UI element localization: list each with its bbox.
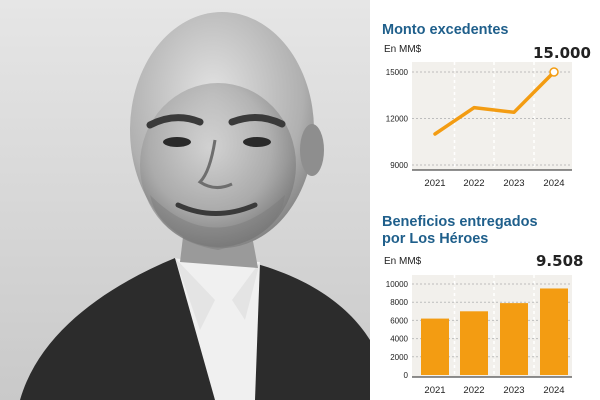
bar-chart-y-tick: 4000 — [390, 335, 408, 344]
bar-chart-y-tick: 8000 — [390, 298, 408, 307]
bar-chart: 0 2000 4000 6000 8000 10000 2021 2022 2023 2024 — [386, 275, 572, 396]
line-chart: 9000 12000 15000 2021 2022 2023 2024 — [386, 62, 572, 189]
bar-chart-x-tick: 2023 — [503, 385, 524, 396]
line-chart-title: Monto excedentes — [382, 22, 509, 38]
bar-chart-subtitle: En MM$ — [384, 256, 422, 267]
bar-chart-x-tick: 2021 — [424, 385, 445, 396]
line-chart-subtitle: En MM$ — [384, 44, 422, 55]
bar-chart-title: Beneficios entregados por Los Héroes — [382, 214, 538, 247]
portrait-photo — [0, 0, 370, 400]
line-chart-callout: 15.000 — [533, 44, 591, 62]
bar-chart-bar — [500, 303, 528, 375]
bar-chart-y-tick: 0 — [404, 371, 409, 380]
bar-chart-bar — [460, 311, 488, 375]
line-chart-series — [433, 70, 556, 136]
bar-chart-y-tick: 2000 — [390, 353, 408, 362]
line-chart-y-tick: 15000 — [386, 68, 409, 77]
line-chart-x-tick: 2022 — [463, 178, 484, 189]
charts-panel: 9000 12000 15000 2021 2022 2023 2024 0 2000 400… — [370, 0, 600, 400]
bar-chart-x-tick: 2024 — [543, 385, 564, 396]
bar-chart-x-tick: 2022 — [463, 385, 484, 396]
line-chart-x-tick: 2024 — [543, 178, 564, 189]
bar-chart-y-tick: 10000 — [386, 280, 409, 289]
line-chart-x-tick: 2023 — [503, 178, 524, 189]
line-chart-end-marker — [549, 67, 559, 77]
line-chart-gridlines — [412, 62, 572, 170]
bar-chart-y-tick: 6000 — [390, 316, 408, 325]
bar-chart-bar — [540, 288, 568, 375]
bar-chart-callout: 9.508 — [536, 252, 584, 270]
line-chart-y-tick: 9000 — [390, 161, 408, 170]
line-chart-x-tick: 2021 — [424, 178, 445, 189]
bar-chart-bar — [421, 318, 449, 375]
line-chart-y-tick: 12000 — [386, 115, 409, 124]
